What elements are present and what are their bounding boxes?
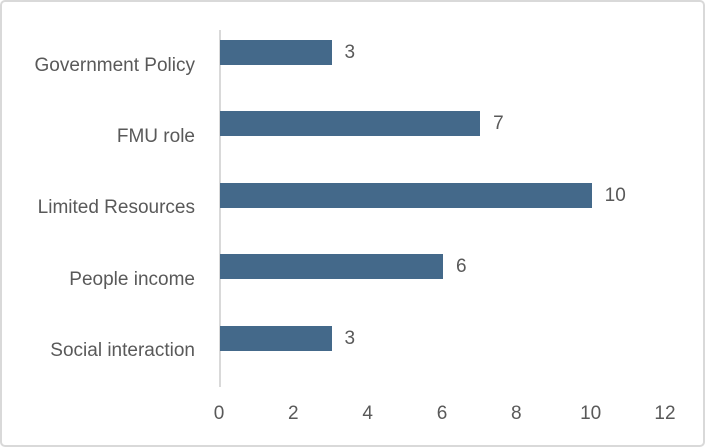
value-label: 7 <box>493 113 504 135</box>
value-label: 3 <box>344 42 356 63</box>
bar-row: Social interaction 3 <box>2 316 703 387</box>
x-tick-label: 12 <box>654 403 676 424</box>
x-tick-label: 10 <box>580 403 602 424</box>
value-label: 3 <box>344 327 356 349</box>
category-label: Social interaction <box>50 340 195 362</box>
value-label: 10 <box>604 184 626 206</box>
value-label: 6 <box>456 256 467 278</box>
bar-row: Government Policy 3 <box>2 30 703 101</box>
x-axis-tick-labels: 0 2 4 6 8 10 12 <box>2 402 703 428</box>
bar-track: 10 <box>207 173 703 244</box>
x-tick-label: 2 <box>288 403 299 424</box>
bar <box>220 182 592 208</box>
bar <box>220 325 332 351</box>
bar-row: People income 6 <box>2 244 703 315</box>
category-label: People income <box>69 268 195 290</box>
plot-area: Government Policy 3 FMU role 7 Limited Resou… <box>2 30 703 387</box>
x-tick-label: 4 <box>362 403 373 424</box>
bar-track: 3 <box>207 316 703 387</box>
category-label: Limited Resources <box>37 197 195 219</box>
category-axis-line <box>219 30 221 387</box>
bar-row: Limited Resources 10 <box>2 173 703 244</box>
category-label: Government Policy <box>34 54 195 76</box>
bar-track: 3 <box>207 30 703 101</box>
bar <box>220 40 332 65</box>
bar <box>220 111 481 137</box>
x-tick-label: 6 <box>436 403 448 424</box>
x-tick-label: 8 <box>511 403 522 424</box>
bar-row: FMU role 7 <box>2 101 703 172</box>
category-label: FMU role <box>116 126 195 148</box>
bar-track: 7 <box>207 101 703 172</box>
x-tick-label: 0 <box>213 403 225 424</box>
bar-track: 6 <box>207 244 703 315</box>
bar <box>220 254 443 280</box>
